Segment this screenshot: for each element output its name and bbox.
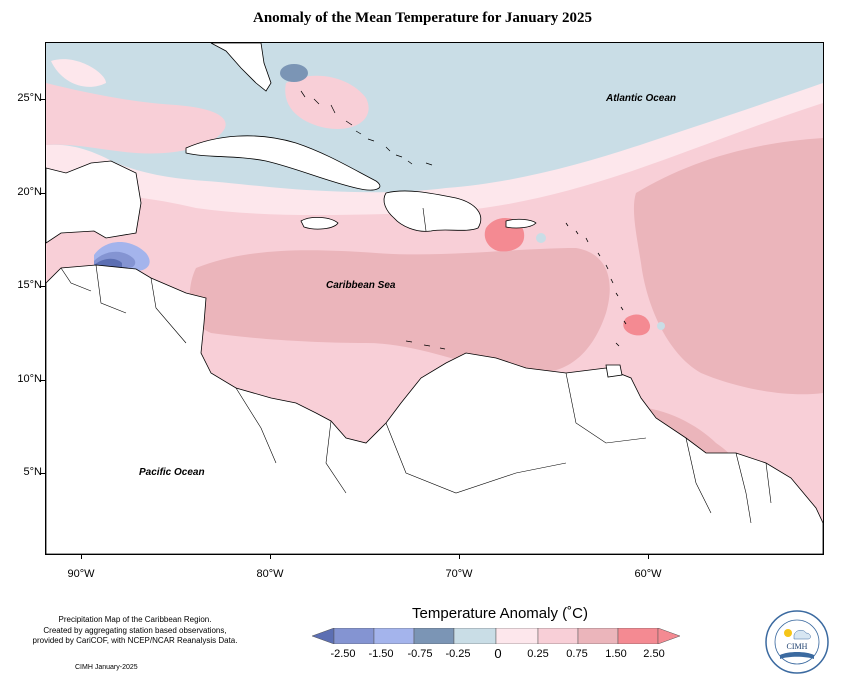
notes-line: Precipitation Map of the Caribbean Regio… (58, 615, 212, 624)
color-legend-bar (312, 628, 681, 644)
lat-label-5: 5°N (23, 466, 42, 478)
lat-tick (40, 286, 45, 287)
land-mass-jamaica (300, 217, 339, 230)
cool-spot (536, 233, 546, 243)
lat-label-25: 25°N (17, 92, 42, 104)
land-mass-hispaniola (383, 190, 482, 232)
hot-spot (623, 314, 651, 336)
legend-swatch (312, 628, 335, 644)
lat-tick (40, 193, 45, 194)
country-borders (60, 207, 772, 524)
notes-line: Created by aggregating station based obs… (43, 625, 227, 635)
lat-label-10: 10°N (17, 373, 42, 385)
cool-anomaly-region (51, 59, 106, 87)
legend-label: 0.25 (527, 648, 549, 660)
legend-label: 2.50 (643, 648, 665, 660)
map-frame[interactable]: Atlantic Ocean Caribbean Sea Pacific Oce… (45, 42, 824, 555)
map-credit: CIMH January-2025 (75, 664, 138, 671)
map-title: Anomaly of the Mean Temperature for Janu… (252, 10, 592, 26)
cold-anomaly-region (280, 64, 308, 82)
legend-swatch (617, 628, 659, 644)
ocean-label-pacific: Pacific Ocean (139, 467, 205, 478)
legend-swatch (413, 628, 455, 644)
lon-label-80w: 80°W (256, 568, 284, 580)
notes-line: provided by CariCOF, with NCEP/NCAR Rean… (32, 636, 238, 645)
lat-label-15: 15°N (17, 279, 42, 291)
legend-swatch (333, 628, 375, 644)
warm-anomaly-core (189, 248, 610, 373)
lat-tick (40, 380, 45, 381)
lon-tick (648, 554, 649, 559)
land-mass-bahamas (300, 90, 433, 166)
warm-anomaly-region (285, 75, 369, 129)
legend-label: 1.50 (605, 648, 627, 660)
lat-tick (40, 99, 45, 100)
map-notes: Precipitation Map of the Caribbean Regio… (10, 615, 260, 647)
land-mass-florida (210, 43, 272, 92)
land-mass-abc-islands (405, 340, 446, 350)
legend-swatch (577, 628, 619, 644)
legend-label: -0.75 (407, 648, 433, 660)
land-mass-puerto-rico (505, 218, 537, 229)
logo-text: CIMH (787, 642, 808, 651)
lon-tick (459, 554, 460, 559)
cool-spot (657, 322, 665, 330)
legend-swatch (373, 628, 415, 644)
legend-label: 0 (494, 646, 502, 661)
lon-label-60w: 60°W (634, 568, 662, 580)
legend-title: Temperature Anomaly (˚C) (412, 605, 588, 622)
legend-swatch (495, 628, 539, 644)
lon-label-90w: 90°W (67, 568, 95, 580)
land-mass-lesser-antilles (565, 222, 627, 347)
lon-tick (270, 554, 271, 559)
lon-tick (81, 554, 82, 559)
ocean-label-atlantic: Atlantic Ocean (606, 93, 677, 104)
land-mass-cuba (185, 135, 381, 191)
legend-label: -0.25 (445, 648, 471, 660)
land-mass-yucatan (46, 160, 142, 244)
legend-label: 0.75 (566, 648, 588, 660)
legend-swatch (537, 628, 579, 644)
cimh-logo: CIMH (765, 610, 829, 674)
legend-label: -2.50 (330, 648, 356, 660)
lat-tick (40, 473, 45, 474)
legend-swatch (453, 628, 497, 644)
ocean-label-caribbean: Caribbean Sea (326, 280, 396, 291)
legend-swatch (657, 628, 681, 644)
land-mass-central-south-america (46, 264, 823, 554)
land-mass-trinidad (605, 364, 623, 378)
anomaly-map[interactable] (46, 43, 823, 554)
legend-label: -1.50 (368, 648, 394, 660)
lat-label-20: 20°N (17, 186, 42, 198)
lon-label-70w: 70°W (445, 568, 473, 580)
warm-anomaly-core (633, 138, 823, 395)
warm-anomaly-region (46, 83, 226, 154)
